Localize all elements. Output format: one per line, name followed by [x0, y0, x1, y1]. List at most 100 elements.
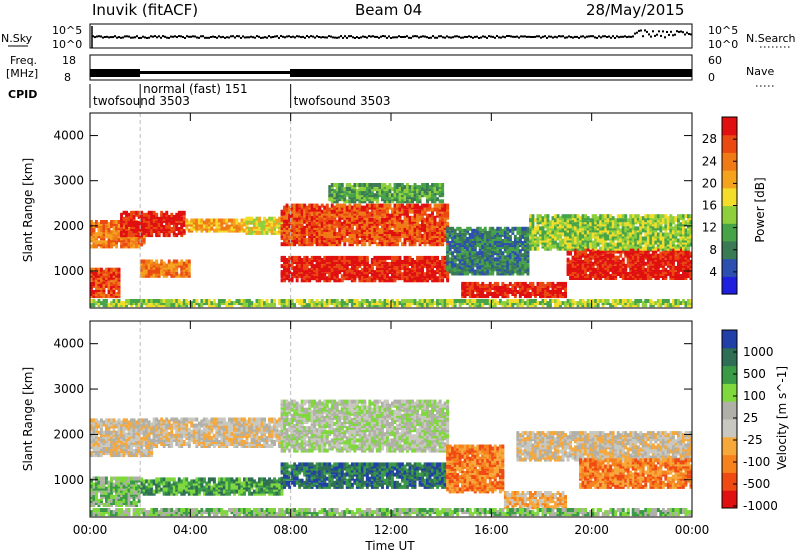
- heatmap-cell: [471, 281, 475, 286]
- heatmap-cell: [493, 294, 497, 299]
- heatmap-cell: [503, 226, 507, 231]
- heatmap-cell: [443, 238, 447, 243]
- heatmap-cell: [443, 230, 447, 234]
- freq-trace-2: [140, 71, 290, 74]
- nsky-point: [324, 36, 326, 39]
- heatmap-cell: [381, 223, 384, 228]
- heatmap-cell: [531, 288, 535, 292]
- nsky-point: [612, 35, 614, 38]
- heatmap-cell: [160, 214, 164, 219]
- heatmap-cell: [441, 185, 445, 190]
- heatmap-cell: [436, 227, 439, 232]
- nsky-point: [278, 36, 280, 39]
- heatmap-cell: [170, 267, 174, 272]
- heatmap-cell: [669, 259, 673, 264]
- heatmap-cell: [486, 253, 490, 258]
- heatmap-cell: [147, 261, 151, 266]
- heatmap-cell: [325, 264, 329, 269]
- heatmap-cell: [348, 209, 352, 214]
- heatmap-cell: [217, 218, 221, 223]
- nsky-point: [484, 35, 486, 38]
- heatmap-cell: [333, 230, 337, 234]
- heatmap-cell: [433, 215, 437, 220]
- heatmap-cell: [488, 243, 492, 248]
- heatmap-cell: [566, 214, 570, 219]
- heatmap-cell: [619, 265, 623, 270]
- heatmap-cell: [137, 236, 141, 241]
- heatmap-cell: [140, 218, 144, 223]
- heatmap-cell: [466, 237, 470, 241]
- heatmap-cell: [280, 215, 284, 220]
- heatmap-cell: [328, 242, 332, 247]
- heatmap-cell: [280, 278, 284, 283]
- heatmap-cell: [408, 185, 412, 190]
- nsky-point: [634, 32, 636, 35]
- heatmap-cell: [155, 214, 159, 219]
- nsky-point: [508, 35, 510, 37]
- heatmap-cell: [370, 217, 374, 222]
- heatmap-cell: [566, 246, 570, 251]
- heatmap-cell: [110, 273, 113, 278]
- heatmap-cell: [468, 281, 472, 286]
- heatmap-cell: [574, 253, 577, 258]
- freq-label: Freq.: [10, 54, 37, 67]
- heatmap-cell: [677, 259, 680, 264]
- nsky-point: [148, 36, 150, 39]
- nsky-point: [200, 35, 202, 38]
- heatmap-cell: [125, 214, 128, 219]
- nsky-point: [136, 35, 138, 38]
- heatmap-cell: [318, 236, 322, 241]
- heatmap-cell: [130, 223, 133, 227]
- heatmap-cell: [381, 255, 384, 260]
- heatmap-cell: [478, 249, 482, 254]
- heatmap-cell: [523, 255, 527, 260]
- heatmap-cell: [308, 242, 312, 247]
- heatmap-cell: [426, 183, 429, 187]
- heatmap-cell: [245, 220, 249, 225]
- heatmap-cell: [388, 213, 392, 218]
- heatmap-cell: [486, 237, 490, 241]
- heatmap-cell: [544, 224, 547, 229]
- nsky-point: [606, 36, 608, 38]
- heatmap-cell: [303, 264, 307, 269]
- heatmap-cell: [661, 272, 665, 276]
- heatmap-cell: [451, 251, 455, 256]
- heatmap-cell: [531, 240, 535, 245]
- nsky-point: [456, 35, 458, 38]
- heatmap-cell: [353, 183, 357, 187]
- heatmap-cell: [90, 267, 93, 272]
- heatmap-cell: [375, 236, 379, 241]
- heatmap-cell: [381, 258, 384, 262]
- heatmap-cell: [616, 265, 620, 270]
- nsky-point: [310, 35, 312, 38]
- heatmap-cell: [353, 203, 357, 208]
- heatmap-cell: [438, 264, 442, 269]
- heatmap-cell: [142, 229, 146, 234]
- heatmap-cell: [172, 273, 176, 278]
- heatmap-cell: [333, 270, 337, 275]
- heatmap-cell: [283, 230, 286, 234]
- heatmap-cell: [413, 276, 417, 281]
- heatmap-cell: [388, 199, 392, 204]
- heatmap-cell: [531, 220, 535, 225]
- heatmap-cell: [285, 258, 289, 262]
- heatmap-cell: [639, 259, 643, 264]
- nsky-point: [546, 36, 548, 39]
- heatmap-cell: [97, 288, 101, 292]
- heatmap-cell: [416, 255, 419, 260]
- heatmap-cell: [559, 246, 562, 251]
- heatmap-cell: [446, 230, 450, 235]
- heatmap-cell: [408, 189, 412, 194]
- heatmap-cell: [431, 219, 434, 224]
- heatmap-cell: [428, 234, 432, 238]
- heatmap-cell: [112, 273, 116, 278]
- heatmap-cell: [498, 259, 502, 264]
- nsky-point: [338, 36, 340, 39]
- heatmap-cell: [406, 221, 409, 226]
- heatmap-cell: [408, 230, 412, 234]
- heatmap-cell: [122, 224, 126, 229]
- heatmap-cell: [493, 228, 497, 233]
- heatmap-cell: [473, 294, 477, 299]
- nsky-point: [602, 35, 604, 38]
- heatmap-cell: [107, 238, 111, 243]
